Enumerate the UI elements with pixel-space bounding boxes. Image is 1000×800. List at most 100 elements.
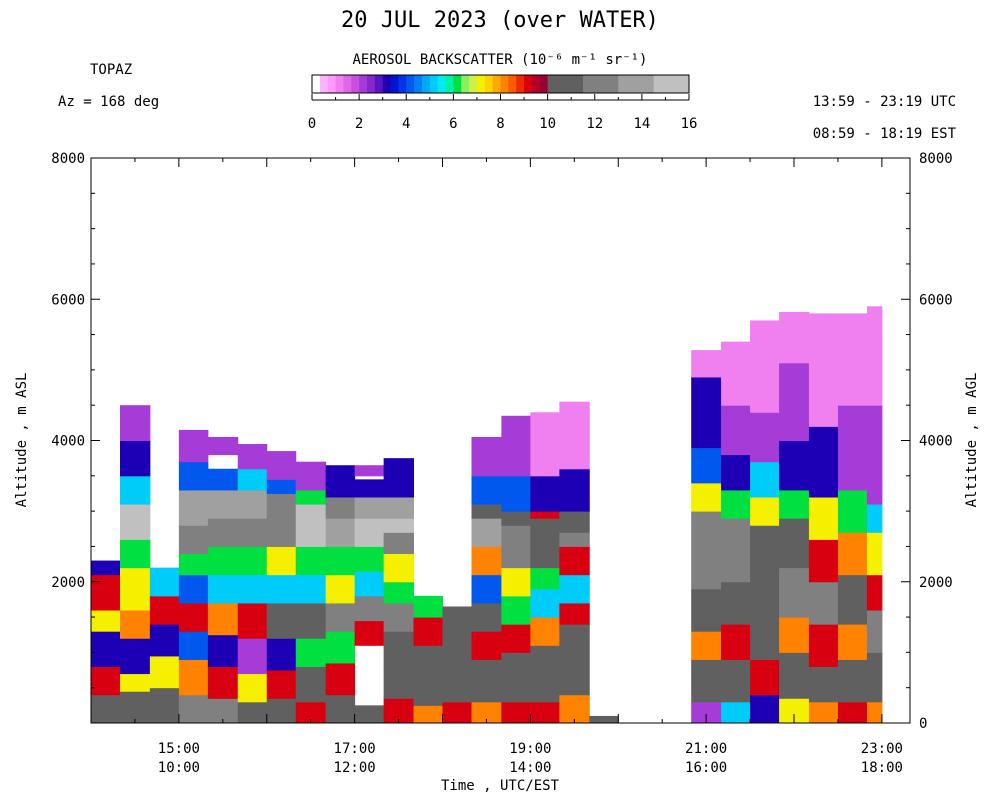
heatmap-cell bbox=[501, 511, 531, 526]
azimuth-label: Az = 168 deg bbox=[58, 94, 160, 110]
heatmap-cell bbox=[237, 574, 268, 604]
x-tick-label-utc: 17:00 bbox=[334, 741, 376, 757]
heatmap-cell bbox=[779, 311, 810, 364]
colorbar-swatch bbox=[516, 75, 525, 93]
heatmap-cell bbox=[750, 320, 780, 413]
heatmap-cell bbox=[442, 638, 473, 703]
colorbar-swatch bbox=[406, 75, 415, 93]
heatmap-cell bbox=[866, 701, 883, 724]
heatmap-cell bbox=[471, 574, 502, 604]
heatmap-cell bbox=[750, 659, 780, 696]
heatmap-cell bbox=[383, 666, 415, 699]
colorbar-tick-label: 2 bbox=[355, 116, 363, 132]
heatmap-cell bbox=[383, 458, 415, 498]
x-tick-label-utc: 23:00 bbox=[861, 741, 903, 757]
y-tick-label-left: 4000 bbox=[51, 434, 85, 450]
heatmap-cell bbox=[178, 659, 209, 696]
heatmap-cell bbox=[779, 362, 810, 441]
heatmap-cell bbox=[325, 694, 356, 724]
colorbar: 0 2 4 6 8 10 12 14 16 bbox=[308, 74, 697, 132]
heatmap-cell bbox=[149, 595, 180, 625]
heatmap-cell bbox=[691, 511, 722, 590]
heatmap-cell bbox=[559, 468, 590, 512]
heatmap-cell bbox=[866, 306, 883, 406]
heatmap-cell bbox=[530, 645, 560, 703]
heatmap-cell bbox=[779, 489, 810, 519]
heatmap-cell bbox=[354, 518, 385, 547]
heatmap-cell bbox=[530, 546, 560, 569]
heatmap-cell bbox=[559, 401, 590, 470]
heatmap-cell bbox=[691, 588, 722, 632]
heatmap-cell bbox=[207, 468, 239, 491]
colorbar-tick-label: 8 bbox=[496, 116, 504, 132]
heatmap-cell bbox=[149, 655, 180, 689]
heatmap-cell bbox=[808, 497, 839, 540]
heatmap-cell bbox=[354, 497, 385, 519]
heatmap-cell bbox=[530, 412, 560, 477]
colorbar-swatch bbox=[343, 75, 352, 93]
heatmap-cell bbox=[501, 525, 531, 547]
colorbar-swatch bbox=[429, 75, 439, 93]
heatmap-cell bbox=[354, 571, 385, 597]
heatmap-cell bbox=[178, 631, 209, 660]
heatmap-cell bbox=[750, 461, 780, 498]
heatmap-cell bbox=[354, 620, 385, 646]
y-tick-label-right: 0 bbox=[919, 716, 927, 732]
y-tick-label-left: 2000 bbox=[51, 575, 85, 591]
heatmap-cell bbox=[237, 673, 268, 703]
utc-range-label: 13:59 - 23:19 UTC bbox=[812, 94, 956, 110]
heatmap-cell bbox=[295, 666, 327, 703]
heatmap-cell bbox=[721, 454, 751, 491]
heatmap-cell bbox=[721, 518, 751, 583]
colorbar-swatch bbox=[653, 75, 690, 93]
heatmap-cell bbox=[325, 518, 356, 547]
heatmap-cell bbox=[501, 624, 531, 653]
heatmap-cell bbox=[266, 451, 297, 480]
heatmap-cell bbox=[266, 493, 297, 519]
heatmap-cell bbox=[413, 595, 444, 618]
colorbar-frame bbox=[311, 74, 690, 94]
heatmap-cell bbox=[559, 532, 590, 547]
y-tick-label-right: 4000 bbox=[919, 434, 953, 450]
heatmap-cell bbox=[383, 631, 415, 667]
heatmap-cell bbox=[471, 546, 502, 576]
colorbar-swatch bbox=[398, 75, 407, 93]
heatmap-cell bbox=[413, 617, 444, 646]
y-axis-right-title: Altitude , m AGL bbox=[964, 373, 980, 508]
heatmap-cell bbox=[119, 539, 151, 569]
heatmap-cell bbox=[501, 595, 531, 625]
x-tick-label-est: 16:00 bbox=[685, 760, 727, 776]
heatmap-cell bbox=[442, 701, 473, 724]
heatmap-cell bbox=[354, 705, 385, 724]
colorbar-swatch bbox=[453, 75, 462, 93]
heatmap-cell bbox=[207, 666, 239, 699]
heatmap-cell bbox=[354, 546, 385, 572]
heatmap-cell bbox=[837, 659, 868, 703]
heatmap-cell bbox=[691, 701, 722, 724]
heatmap-cell bbox=[866, 504, 883, 533]
heatmap-cell bbox=[559, 574, 590, 604]
heatmap-cell bbox=[559, 694, 590, 724]
colorbar-swatch bbox=[390, 75, 399, 93]
colorbar-swatch bbox=[414, 75, 423, 93]
heatmap-cell bbox=[501, 652, 531, 703]
heatmap-cell bbox=[207, 546, 239, 576]
colorbar-swatch bbox=[335, 75, 344, 93]
heatmap-cell bbox=[808, 539, 839, 583]
colorbar-swatch bbox=[421, 75, 431, 93]
heatmap-cell bbox=[325, 574, 356, 604]
heatmap-cell bbox=[501, 546, 531, 569]
heatmap-cell bbox=[207, 436, 239, 456]
heatmap-cell bbox=[750, 525, 780, 590]
colorbar-swatch bbox=[312, 75, 321, 93]
heatmap-cell bbox=[119, 475, 151, 505]
heatmap-cell bbox=[559, 511, 590, 533]
heatmap bbox=[91, 306, 883, 724]
heatmap-cell bbox=[866, 652, 883, 703]
heatmap-cell bbox=[119, 673, 151, 692]
x-tick-label-utc: 19:00 bbox=[509, 741, 551, 757]
heatmap-cell bbox=[691, 659, 722, 703]
heatmap-cell bbox=[207, 574, 239, 604]
heatmap-cell bbox=[354, 465, 385, 477]
heatmap-cell bbox=[691, 350, 722, 378]
